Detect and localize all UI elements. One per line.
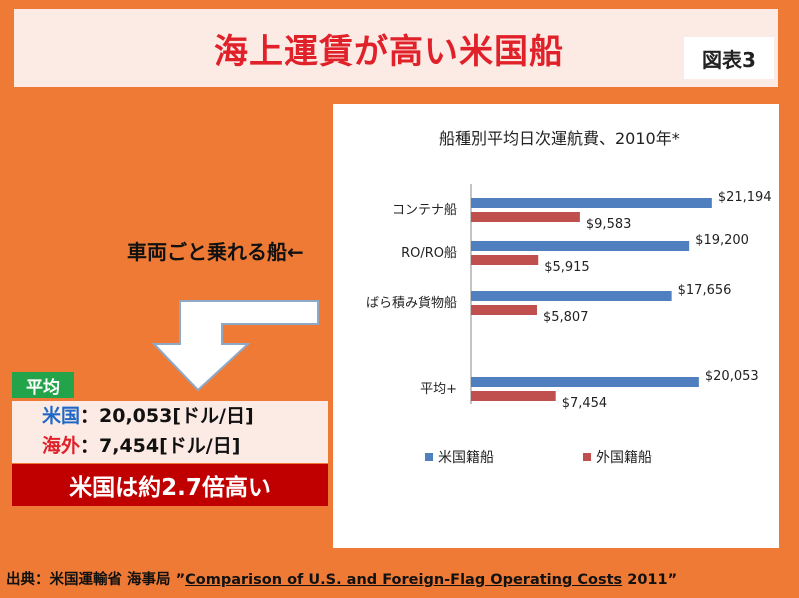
ro-ro-annotation: 車両ごと乗れる船← — [127, 240, 304, 264]
bar-us — [471, 241, 690, 251]
category-label: 平均+ — [420, 382, 457, 397]
down-left-arrow-icon — [151, 300, 319, 392]
category-label: ばら積み貨物船 — [366, 295, 457, 311]
average-tag: 平均 — [12, 372, 74, 398]
us-average-label: 米国 — [42, 405, 81, 427]
source-prefix: 出典：米国運輸省 海事局 ” — [6, 572, 186, 588]
figure-label: 図表3 — [684, 37, 774, 79]
source-report-title[interactable]: Comparison of U.S. and Foreign-Flag Oper… — [185, 572, 623, 588]
data-label: $20,053 — [705, 369, 759, 384]
bar-foreign — [471, 391, 556, 401]
ratio-callout: 米国は約2.7倍高い — [12, 464, 328, 506]
bar-foreign — [471, 255, 539, 265]
source-citation: 出典：米国運輸省 海事局 ”Comparison of U.S. and For… — [6, 568, 677, 589]
data-label: $19,200 — [695, 233, 749, 248]
page-title: 海上運賃が高い米国船 — [214, 31, 564, 72]
bar-us — [471, 377, 699, 387]
us-average-line: 米国：20,053[ドル/日] — [42, 401, 328, 431]
source-suffix: 2011” — [622, 572, 678, 588]
category-label: コンテナ船 — [392, 203, 457, 218]
foreign-average-line: 海外：7,454[ドル/日] — [42, 431, 328, 461]
data-label: $5,807 — [543, 310, 589, 325]
foreign-average-label: 海外 — [42, 435, 81, 457]
legend-label: 米国籍船 — [438, 449, 494, 466]
bar-us — [471, 198, 712, 208]
legend-swatch — [425, 453, 433, 461]
data-label: $5,915 — [544, 260, 590, 275]
bar-foreign — [471, 212, 580, 222]
bar-foreign — [471, 305, 537, 315]
legend-swatch — [583, 453, 591, 461]
us-average-value: ：20,053[ドル/日] — [80, 405, 254, 427]
title-banner: 海上運賃が高い米国船 図表3 — [14, 9, 778, 87]
foreign-average-value: ：7,454[ドル/日] — [80, 435, 241, 457]
legend-label: 外国籍船 — [596, 449, 652, 466]
bar-chart-panel: 船種別平均日次運航費、2010年* コンテナ船 $21,194 $9,583 RO/RO… — [333, 104, 779, 548]
bar-chart: 船種別平均日次運航費、2010年* コンテナ船 $21,194 $9,583 RO/RO… — [366, 129, 772, 466]
data-label: $17,656 — [678, 283, 732, 298]
average-summary-box: 米国：20,053[ドル/日] 海外：7,454[ドル/日] — [12, 401, 328, 463]
data-label: $7,454 — [562, 396, 608, 411]
chart-title: 船種別平均日次運航費、2010年* — [439, 129, 680, 148]
bar-us — [471, 291, 672, 301]
data-label: $21,194 — [718, 190, 772, 205]
category-label: RO/RO船 — [401, 246, 457, 261]
data-label: $9,583 — [586, 217, 632, 232]
